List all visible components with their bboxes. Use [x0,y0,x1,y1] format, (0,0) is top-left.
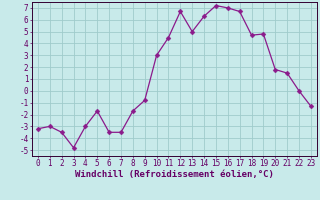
X-axis label: Windchill (Refroidissement éolien,°C): Windchill (Refroidissement éolien,°C) [75,170,274,179]
